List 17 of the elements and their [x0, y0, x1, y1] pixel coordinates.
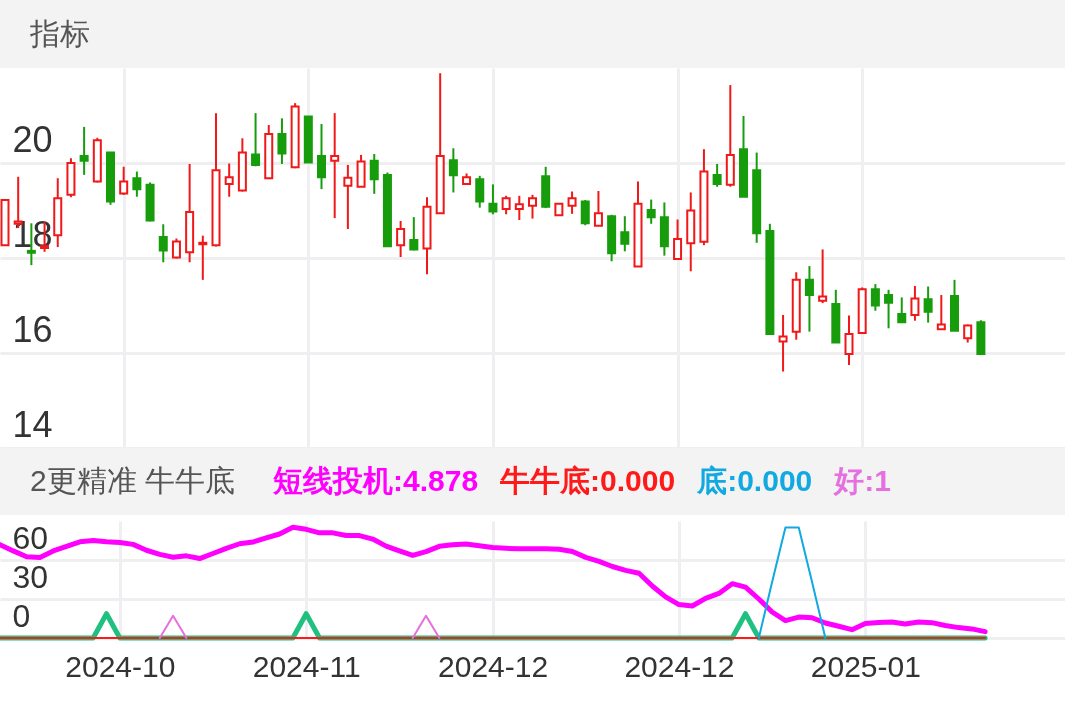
y-tick-label: 16: [12, 308, 53, 350]
x-tick-label: 2024-10: [65, 649, 176, 683]
y-tick-label: 30: [12, 558, 49, 595]
text: 牛牛底:0.000: [500, 463, 676, 499]
series-label: 短线投机:4.878: [273, 463, 479, 499]
y-tick-label: 20: [12, 118, 53, 160]
x-tick-label: 2025-01: [810, 649, 921, 683]
chart-title: 指标: [29, 15, 90, 52]
series-label: 底:0.000: [697, 463, 813, 499]
x-tick-label: 2024-11: [252, 649, 361, 683]
x-tick-label: 2024-12: [438, 649, 549, 683]
y-tick-label: 0: [12, 597, 31, 634]
text: 好:1: [834, 463, 891, 499]
chart-title: 2更精准 牛牛底: [29, 463, 236, 499]
y-tick-label: 60: [12, 519, 49, 556]
x-tick-label: 2024-12: [624, 649, 735, 683]
y-tick-label: 14: [12, 403, 53, 445]
